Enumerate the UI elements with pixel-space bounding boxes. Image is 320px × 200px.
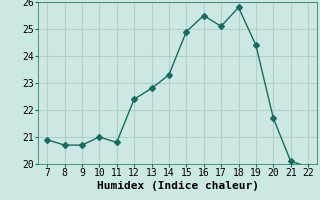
X-axis label: Humidex (Indice chaleur): Humidex (Indice chaleur) [97, 181, 259, 191]
